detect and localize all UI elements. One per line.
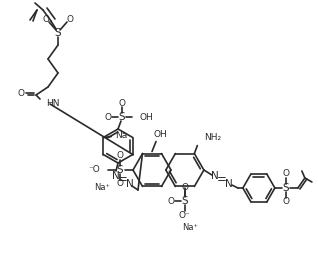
Text: O: O (119, 99, 126, 107)
Text: O: O (43, 16, 50, 24)
Text: O: O (105, 112, 112, 122)
Text: S: S (182, 196, 188, 206)
Text: S: S (55, 28, 61, 38)
Text: O⁻: O⁻ (179, 211, 191, 220)
Text: S: S (119, 112, 125, 122)
Text: HN: HN (46, 99, 59, 109)
Text: O: O (167, 197, 174, 206)
Text: =: = (118, 173, 128, 186)
Text: NH₂: NH₂ (204, 133, 222, 142)
Text: O: O (116, 152, 123, 160)
Text: O: O (66, 14, 73, 24)
Text: OH: OH (153, 130, 167, 139)
Text: Na⁺: Na⁺ (182, 223, 198, 232)
Text: S: S (283, 183, 289, 193)
Text: ⁻O: ⁻O (88, 165, 100, 175)
Text: N: N (211, 171, 219, 181)
Text: O: O (282, 198, 289, 206)
Text: OH: OH (140, 112, 154, 122)
Text: N: N (225, 179, 233, 189)
Text: S: S (117, 165, 123, 175)
Text: =: = (217, 173, 227, 186)
Text: Na: Na (115, 131, 128, 140)
Text: O: O (282, 170, 289, 178)
Text: Na⁺: Na⁺ (94, 183, 110, 193)
Text: N: N (126, 179, 134, 189)
Text: O: O (181, 183, 188, 192)
Text: N: N (112, 171, 120, 181)
Text: O: O (17, 88, 24, 98)
Text: O: O (116, 179, 123, 189)
